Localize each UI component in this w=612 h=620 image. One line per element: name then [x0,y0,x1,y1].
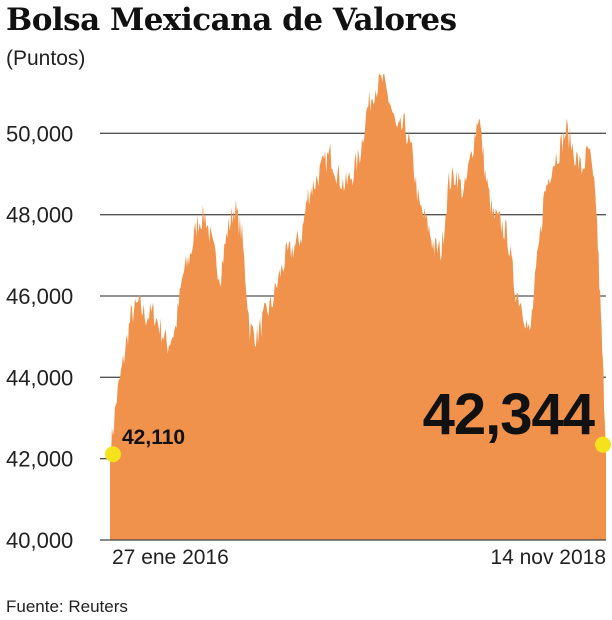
unit-label: (Puntos) [6,47,86,70]
y-tick-label: 50,000 [6,121,73,146]
start-point-marker [105,446,121,463]
index-area-series [110,72,606,540]
end-point-marker [595,436,611,453]
source-note: Fuente: Reuters [6,597,128,616]
x-label-end: 14 nov 2018 [490,546,606,569]
area-chart: 40,000 42,000 44,000 46,000 48,000 50,000 27 … [6,72,611,569]
y-tick-label: 46,000 [6,284,73,309]
x-label-start: 27 ene 2016 [112,546,229,569]
y-tick-label: 40,000 [6,528,73,553]
end-value-label: 42,344 [423,382,595,447]
y-axis-ticks: 40,000 42,000 44,000 46,000 48,000 50,000 [6,121,73,553]
y-tick-label: 44,000 [6,365,73,390]
y-tick-label: 48,000 [6,203,73,228]
y-tick-label: 42,000 [6,447,73,472]
start-value-label: 42,110 [122,426,185,449]
chart-title: Bolsa Mexicana de Valores [6,2,457,38]
